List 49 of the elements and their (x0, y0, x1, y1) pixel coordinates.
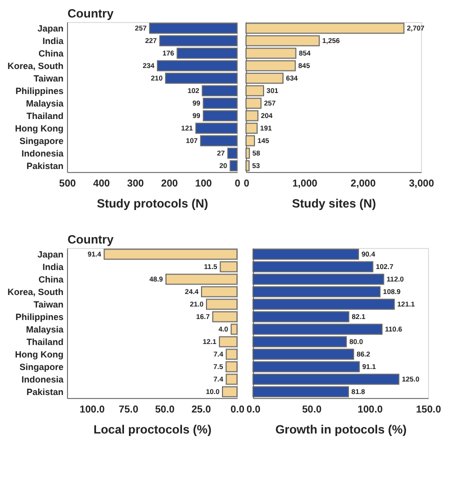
x-tick-label: 50.0 (302, 404, 322, 416)
y-tick-label: Pakistan (26, 386, 64, 397)
y-axis-title: Country (68, 6, 114, 20)
x-tick-label: 3,000 (408, 178, 434, 190)
y-tick-label: Thailand (26, 336, 64, 347)
x-tick-label: 500 (59, 178, 76, 190)
y-tick-label: Indonesia (21, 374, 64, 384)
x-tick-label: 100.0 (358, 404, 384, 416)
y-tick-label: China (38, 48, 64, 58)
y-tick-label: India (42, 36, 64, 46)
y-tick-label: Philippines (15, 312, 64, 322)
x-tick-label: 0 (234, 178, 241, 190)
x-axis-title: Local proctocols (%) (93, 422, 212, 436)
x-tick-label: 0.0 (246, 404, 261, 416)
x-tick-label: 100.0 (80, 404, 106, 416)
y-tick-label: Japan (37, 249, 64, 260)
y-tick-label: Taiwan (34, 299, 64, 310)
y-tick-label: Korea, South (7, 60, 64, 71)
x-tick-label: 2,000 (350, 178, 376, 190)
x-axis-title: Growth in potocols (%) (275, 422, 407, 436)
y-tick-label: Japan (37, 23, 64, 34)
x-axis-title: Study sites (N) (292, 196, 376, 210)
y-tick-label: Malaysia (26, 98, 64, 108)
y-tick-label: Singapore (19, 362, 64, 372)
y-tick-label: Hong Kong (15, 349, 64, 360)
y-tick-label: Thailand (26, 110, 64, 121)
y-tick-label: Taiwan (34, 73, 64, 84)
y-tick-label: China (38, 274, 64, 284)
y-tick-label: Philippines (15, 86, 64, 96)
x-tick-label: 300 (127, 178, 144, 190)
y-axis-title: Country (68, 232, 114, 246)
y-tick-label: Korea, South (7, 286, 64, 297)
x-tick-label: 400 (93, 178, 110, 190)
x-tick-label: 75.0 (118, 404, 139, 416)
y-tick-label: Indonesia (21, 148, 64, 158)
x-axis-title: Study protocols (N) (96, 196, 208, 210)
x-tick-label: 100 (195, 178, 212, 190)
y-tick-label: India (42, 262, 64, 272)
y-tick-label: Malaysia (26, 324, 64, 334)
x-tick-label: 0 (244, 178, 250, 190)
y-tick-label: Singapore (19, 136, 64, 146)
x-tick-label: 1,000 (292, 178, 318, 190)
x-tick-label: 200 (161, 178, 178, 190)
y-tick-label: Hong Kong (15, 123, 64, 134)
x-tick-label: 150.0 (416, 404, 442, 416)
x-tick-label: 50.0 (155, 404, 176, 416)
y-tick-label: Pakistan (26, 160, 64, 171)
x-tick-label: 25.0 (191, 404, 212, 416)
x-tick-label: 0.0 (230, 404, 245, 416)
